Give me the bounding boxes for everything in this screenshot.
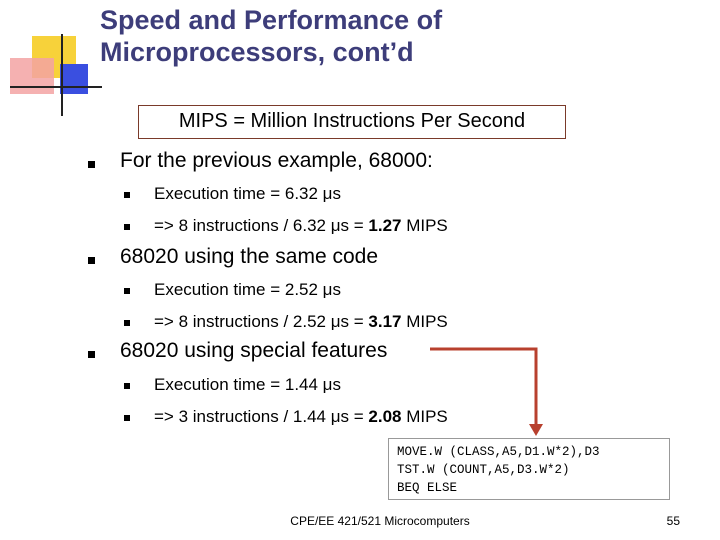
- code-line-3: BEQ ELSE: [397, 481, 458, 495]
- deco-vertical-line: [61, 34, 63, 116]
- sub-bullet-marker: [124, 415, 130, 421]
- bullet-3-sub-2: => 3 instructions / 1.44 μs = 2.08 MIPS: [154, 407, 448, 427]
- bullet-3-sub-1: Execution time = 1.44 μs: [154, 375, 341, 394]
- sub-bullet-marker: [124, 224, 130, 230]
- formula-prefix: => 8 instructions / 6.32 μs =: [154, 216, 369, 235]
- bullet-2-sub-2: => 8 instructions / 2.52 μs = 3.17 MIPS: [154, 312, 448, 332]
- sub-bullet-marker: [124, 288, 130, 294]
- formula-suffix: MIPS: [401, 407, 448, 426]
- formula-suffix: MIPS: [401, 312, 448, 331]
- bullet-1-text: For the previous example, 68000:: [120, 149, 433, 172]
- bullet-marker: [88, 351, 95, 358]
- slide-title: Speed and Performance of Microprocessors…: [100, 4, 700, 68]
- arrow-head: [529, 424, 543, 436]
- slide-title-line1: Speed and Performance of: [100, 5, 443, 35]
- code-line-1: MOVE.W (CLASS,A5,D1.W*2),D3: [397, 445, 600, 459]
- bullet-2-sub-1: Execution time = 2.52 μs: [154, 280, 341, 299]
- code-line-2: TST.W (COUNT,A5,D3.W*2): [397, 463, 570, 477]
- footer-text: CPE/EE 421/521 Microcomputers: [290, 514, 470, 528]
- bullet-1-sub-2: => 8 instructions / 6.32 μs = 1.27 MIPS: [154, 216, 448, 236]
- mips-result: 2.08: [368, 407, 402, 426]
- formula-suffix: MIPS: [401, 216, 448, 235]
- sub-bullet-marker: [124, 320, 130, 326]
- mips-result: 1.27: [368, 216, 402, 235]
- formula-prefix: => 8 instructions / 2.52 μs =: [154, 312, 369, 331]
- bullet-3-text: 68020 using special features: [120, 339, 388, 362]
- page-number: 55: [666, 514, 680, 528]
- formula-prefix: => 3 instructions / 1.44 μs =: [154, 407, 369, 426]
- bullet-marker: [88, 161, 95, 168]
- bullet-marker: [88, 257, 95, 264]
- mips-definition-box: MIPS = Million Instructions Per Second: [138, 105, 566, 139]
- mips-result: 3.17: [368, 312, 402, 331]
- sub-bullet-marker: [124, 383, 130, 389]
- deco-blue-square: [60, 64, 88, 94]
- deco-horizontal-line: [10, 86, 102, 88]
- bullet-1-sub-1: Execution time = 6.32 μs: [154, 184, 341, 203]
- code-box: MOVE.W (CLASS,A5,D1.W*2),D3 TST.W (COUNT,…: [388, 438, 670, 500]
- deco-pink-square: [10, 58, 54, 94]
- sub-bullet-marker: [124, 192, 130, 198]
- slide-title-line2: Microprocessors, cont’d: [100, 37, 414, 67]
- bullet-2-text: 68020 using the same code: [120, 245, 379, 268]
